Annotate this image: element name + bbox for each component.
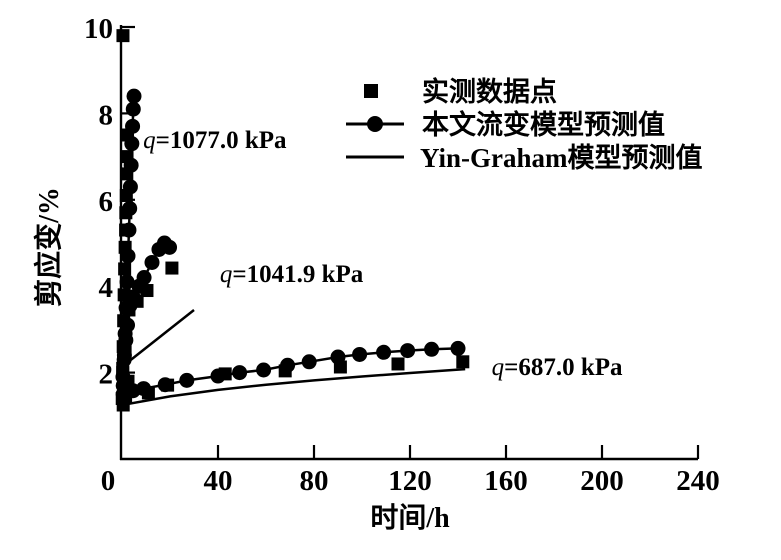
data-point-circle [376,344,392,360]
annotation: q=1077.0 kPa [143,127,287,154]
data-point-square [118,262,132,276]
data-point-circle [210,368,226,384]
data-point-circle [118,332,134,348]
legend-label-yin-graham: Yin-Graham模型预测值 [420,143,703,173]
data-point-circle [256,362,272,378]
data-point-square [116,29,130,43]
annotation: q=1041.9 kPa [220,261,364,288]
x-tick-label: 40 [204,465,233,497]
x-tick-label: 160 [484,465,528,497]
y-tick-label: 6 [99,186,114,218]
data-point-circle [116,347,132,363]
data-point-circle [124,136,140,152]
x-axis-title: 时间/h [370,502,450,534]
data-point-circle [352,346,368,362]
data-point-square [391,357,405,371]
data-point-circle [125,101,141,117]
x-tick-label: 120 [388,465,432,497]
annotation: q=687.0 kPa [492,354,623,381]
x-tick-label: 0 [101,465,116,497]
data-point-circle [121,222,137,238]
data-point-circle [162,239,178,255]
y-axis-title: 剪应变/% [32,187,65,307]
data-point-circle [120,248,136,264]
y-tick-label: 8 [99,99,114,131]
y-tick-label: 10 [84,13,113,45]
x-tick-label: 80 [300,465,329,497]
data-point-circle [122,179,138,195]
data-point-circle [119,274,135,290]
data-point-circle [450,340,466,356]
data-point-circle [179,372,195,388]
data-point-circle [280,357,296,373]
data-point-square [456,355,470,369]
data-point-circle [126,88,142,104]
data-point-circle [123,157,139,173]
series-line-model-687 [122,347,459,396]
data-point-circle [400,343,416,359]
data-point-circle [136,270,152,286]
data-point-circle [120,317,136,333]
legend-label-measured: 实测数据点 [422,76,557,107]
x-tick-label: 240 [676,465,720,497]
data-point-square [165,261,179,275]
data-point-circle [144,254,160,270]
x-tick-label: 200 [580,465,624,497]
plot-area: 0 40 80 120 160 200 240 2 4 6 8 10 q=1077.0 kPa q=104… [84,13,720,497]
legend-square-marker-icon [364,84,378,98]
legend-label-model: 本文流变模型预测值 [422,109,665,140]
legend-circle-marker-icon [367,116,383,132]
data-point-circle [122,200,138,216]
data-point-circle [136,381,152,397]
data-point-circle [424,341,440,357]
data-point-circle [232,365,248,381]
series-line-yingraham-1041 [124,309,195,365]
legend: 实测数据点 本文流变模型预测值 Yin-Graham模型预测值 [346,76,703,173]
series-line-yingraham-687 [121,367,466,407]
data-point-circle [330,349,346,365]
y-tick-label: 4 [99,272,114,304]
y-tick-label: 2 [99,359,114,391]
data-point-circle [125,118,141,134]
data-point-circle [157,377,173,393]
data-point-circle [301,354,317,370]
